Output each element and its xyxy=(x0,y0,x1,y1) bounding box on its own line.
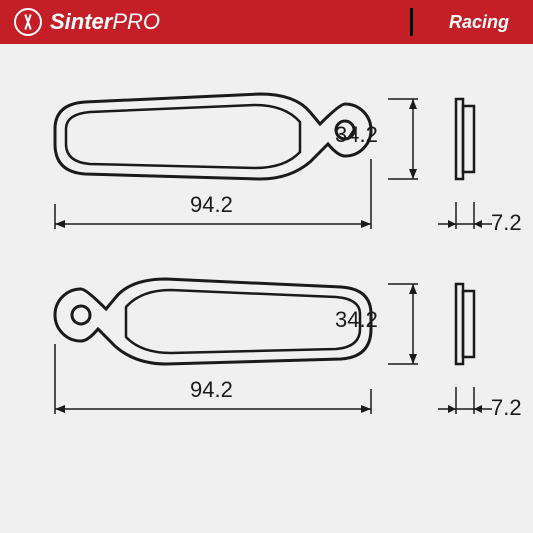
pad-top-friction xyxy=(463,106,474,172)
product-header: SinterPRO Racing xyxy=(0,0,533,44)
dim-width-bottom: 94.2 xyxy=(190,377,233,403)
header-divider xyxy=(410,8,413,36)
technical-diagram: 34.2 94.2 7.2 34.2 94.2 7.2 xyxy=(0,44,533,533)
pad-top-inner xyxy=(66,105,300,168)
brand-bold: Sinter xyxy=(50,9,112,34)
product-category: Racing xyxy=(449,12,509,33)
brake-pad-drawing xyxy=(0,44,533,533)
brand-suffix: PRO xyxy=(112,9,160,34)
brand-logo-icon xyxy=(14,8,42,36)
dim-thick-top: 7.2 xyxy=(491,210,522,236)
brand-name: SinterPRO xyxy=(50,9,160,35)
dim-width-top: 94.2 xyxy=(190,192,233,218)
pad-bottom-inner xyxy=(126,290,360,353)
dim-height-bottom: 34.2 xyxy=(335,307,378,333)
dim-height-top: 34.2 xyxy=(335,122,378,148)
pad-bottom-friction xyxy=(463,291,474,357)
pad-bottom-hole xyxy=(72,306,90,324)
dim-thick-bottom: 7.2 xyxy=(491,395,522,421)
